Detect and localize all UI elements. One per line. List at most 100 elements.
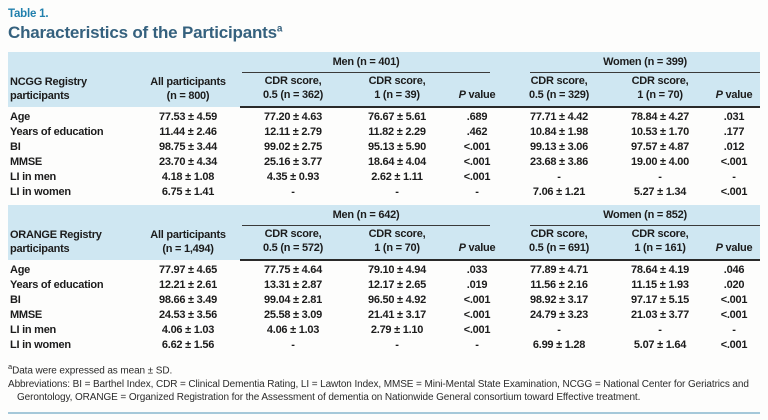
ncgg-stub-header: NCGG Registry participants <box>8 52 136 108</box>
value-cell: 2.62 ± 1.11 <box>371 170 423 183</box>
value-cell: 12.17 ± 2.65 <box>367 278 427 291</box>
table-row: BI 98.66 ± 3.49 99.04 ± 2.81 96.50 ± 4.92 <.… <box>8 293 760 308</box>
ncgg-men-p-value-header: P value <box>448 72 506 109</box>
table-title-superscript: a <box>276 23 283 35</box>
value-cell: 5.27 ± 1.34 <box>633 185 687 198</box>
row-label: LI in men <box>10 170 57 183</box>
value-cell: 98.66 ± 3.49 <box>158 293 218 306</box>
table-title: Characteristics of the Participantsa <box>8 23 760 43</box>
value-cell: 79.10 ± 4.94 <box>367 264 427 277</box>
value-cell: 77.53 ± 4.59 <box>158 110 218 123</box>
value-cell: 5.07 ± 1.64 <box>633 338 687 351</box>
value-cell: .019 <box>466 278 488 291</box>
orange-all-participants-header: All participants (n = 1,494) <box>136 205 240 261</box>
orange-women-group-label: Women (n = 852) <box>530 209 760 226</box>
value-cell: 10.53 ± 1.70 <box>630 125 690 138</box>
value-cell: - <box>658 323 662 336</box>
table-row: LI in men 4.18 ± 1.08 4.35 ± 0.93 2.62 ± 1.… <box>8 170 760 185</box>
value-cell: .689 <box>466 111 488 124</box>
value-cell: - <box>732 170 736 183</box>
footnote-abbreviations: Abbreviations: BI = Barthel Index, CDR =… <box>8 378 749 403</box>
value-cell: - <box>291 338 295 351</box>
value-cell: <.001 <box>720 155 748 168</box>
value-cell: <.001 <box>463 293 491 306</box>
value-cell: 24.53 ± 3.56 <box>158 308 218 321</box>
orange-women-cdr05-header: CDR score, 0.5 (n = 691) <box>506 225 612 262</box>
table-row: LI in women 6.62 ± 1.56 - - - 6.99 ± 1.28 5.07… <box>8 338 760 353</box>
value-cell: 23.68 ± 3.86 <box>529 155 589 168</box>
table-row: Age 77.53 ± 4.59 77.20 ± 4.63 76.67 ± 5.61.… <box>8 107 760 125</box>
value-cell: 96.50 ± 4.92 <box>367 293 427 306</box>
value-cell: 97.17 ± 5.15 <box>630 293 690 306</box>
value-cell: .462 <box>466 125 488 138</box>
row-label: MMSE <box>10 155 42 168</box>
value-cell: 4.06 ± 1.03 <box>266 323 320 336</box>
ncgg-women-group-label: Women (n = 399) <box>530 56 760 73</box>
orange-group-header-row: ORANGE Registry participants All particip… <box>8 205 760 261</box>
value-cell: 13.31 ± 2.87 <box>263 278 323 291</box>
row-label: Years of education <box>10 125 104 138</box>
row-label: BI <box>10 293 21 306</box>
value-cell: .020 <box>723 278 745 291</box>
value-cell: 21.03 ± 3.77 <box>630 308 690 321</box>
ncgg-women-cdr05-header: CDR score, 0.5 (n = 329) <box>506 72 612 109</box>
value-cell: 78.64 ± 4.19 <box>630 264 690 277</box>
value-cell: 78.84 ± 4.27 <box>630 111 690 124</box>
value-cell: 97.57 ± 4.87 <box>630 140 690 153</box>
ncgg-men-cdr05-header: CDR score, 0.5 (n = 362) <box>240 72 346 109</box>
row-label: LI in women <box>10 185 71 198</box>
value-cell: 4.06 ± 1.03 <box>161 323 215 336</box>
orange-header: ORANGE Registry participants All particip… <box>8 205 760 262</box>
value-cell: <.001 <box>720 185 748 198</box>
value-cell: 4.35 ± 0.93 <box>266 170 320 183</box>
value-cell: .046 <box>723 264 745 277</box>
footnote-mean-sd-text: Data were expressed as mean ± SD. <box>12 365 173 377</box>
table-row: LI in women 6.75 ± 1.41 - - - 7.06 ± 1.21 5.27… <box>8 185 760 200</box>
value-cell: 11.15 ± 1.93 <box>631 278 689 291</box>
row-label: LI in men <box>10 323 57 336</box>
value-cell: <.001 <box>720 293 748 306</box>
footnote-superscript: a <box>8 362 13 371</box>
table-row: Years of education 11.44 ± 2.46 12.11 ± 2.… <box>8 125 760 140</box>
value-cell: 99.02 ± 2.75 <box>263 140 323 153</box>
row-label: Age <box>10 110 31 123</box>
ncgg-header: NCGG Registry participants All participan… <box>8 52 760 109</box>
value-cell: - <box>475 185 479 198</box>
value-cell: 77.71 ± 4.42 <box>529 111 589 124</box>
ncgg-women-p-value-header: P value <box>708 72 760 109</box>
orange-men-cdr1-header: CDR score, 1 (n = 70) <box>346 225 448 262</box>
ncgg-men-cdr1-header: CDR score, 1 (n = 39) <box>346 72 448 109</box>
value-cell: 11.82 ± 2.29 <box>368 125 426 138</box>
ncgg-column-header-row: CDR score, 0.5 (n = 362) CDR score, 1 (n … <box>8 72 760 109</box>
ncgg-women-group-header: Women (n = 399) <box>506 52 760 73</box>
value-cell: 6.75 ± 1.41 <box>161 185 215 198</box>
value-cell: .012 <box>723 140 745 153</box>
footnote-mean-sd: aData were expressed as mean ± SD. <box>8 362 760 378</box>
table-row: MMSE 24.53 ± 3.56 25.58 ± 3.09 21.41 ± 3.17… <box>8 308 760 323</box>
table-row: Age 77.97 ± 4.65 77.75 ± 4.64 79.10 ± 4.94.… <box>8 260 760 278</box>
orange-women-group-header: Women (n = 852) <box>506 205 760 226</box>
orange-column-header-row: CDR score, 0.5 (n = 572) CDR score, 1 (n … <box>8 225 760 262</box>
ncgg-men-group-header: Men (n = 401) <box>240 52 506 73</box>
value-cell: - <box>658 170 662 183</box>
ncgg-data-rows: Age 77.53 ± 4.59 77.20 ± 4.63 76.67 ± 5.61.… <box>8 107 760 200</box>
orange-women-cdr1-header: CDR score, 1 (n = 161) <box>612 225 708 262</box>
value-cell: 2.79 ± 1.10 <box>370 323 424 336</box>
row-label: LI in women <box>10 338 71 351</box>
value-cell: 10.84 ± 1.98 <box>529 125 589 138</box>
value-cell: - <box>395 338 399 351</box>
value-cell: <.001 <box>463 323 491 336</box>
participants-table: NCGG Registry participants All participan… <box>8 52 760 353</box>
value-cell: 7.06 ± 1.21 <box>532 185 586 198</box>
value-cell: 77.20 ± 4.63 <box>263 111 323 124</box>
bottom-rule <box>8 412 760 414</box>
orange-men-p-value-header: P value <box>448 225 506 262</box>
value-cell: 19.00 ± 4.00 <box>630 155 690 168</box>
value-cell: .031 <box>723 111 745 124</box>
value-cell: 77.89 ± 4.71 <box>529 264 589 277</box>
value-cell: 98.75 ± 3.44 <box>158 140 218 153</box>
value-cell: 12.21 ± 2.61 <box>158 278 218 291</box>
value-cell: - <box>557 170 561 183</box>
orange-men-group-header: Men (n = 642) <box>240 205 506 226</box>
value-cell: <.001 <box>463 308 491 321</box>
